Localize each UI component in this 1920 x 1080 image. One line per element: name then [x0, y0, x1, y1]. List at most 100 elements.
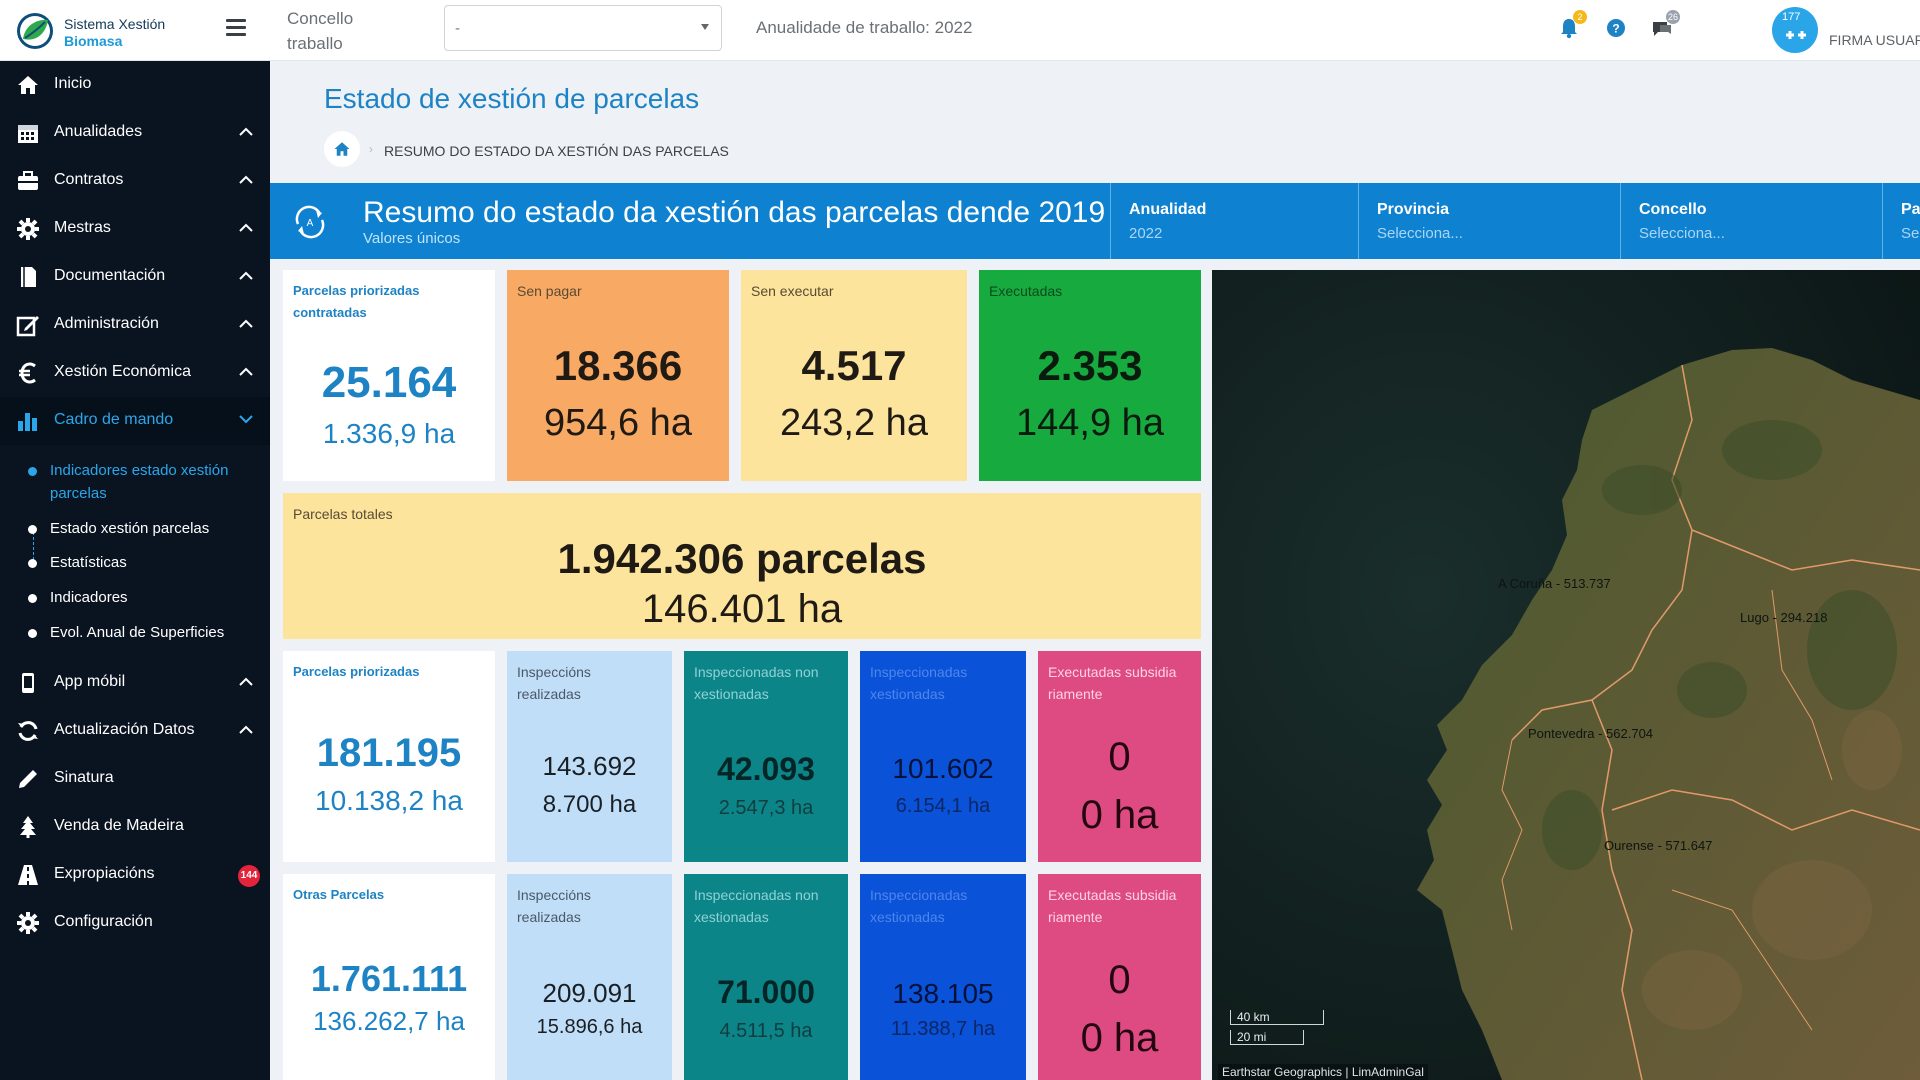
tile-area: 136.262,7 ha — [313, 1006, 465, 1036]
chevron-up-icon — [239, 319, 253, 328]
map-scale-km: 40 km — [1230, 1010, 1324, 1025]
concello-select[interactable]: - — [444, 5, 722, 51]
chevron-up-icon — [239, 175, 253, 184]
filter-anualidad[interactable]: Anualidad 2022 — [1110, 183, 1358, 259]
gear-icon — [17, 218, 39, 240]
chevron-up-icon — [239, 271, 253, 280]
tile-sen-executar: Sen executar 4.517 243,2 ha — [741, 270, 967, 481]
tile-label: Executadas subsidia riamente — [1048, 664, 1177, 702]
briefcase-icon — [18, 171, 38, 190]
rotate-icon: A — [295, 205, 325, 239]
sidebar-item-expropiacions[interactable]: Expropiacións 144 — [0, 851, 270, 899]
caret-down-icon — [701, 24, 709, 30]
tile-label: Inspeccionadas non xestionadas — [694, 887, 819, 925]
user-avatar[interactable]: 177 — [1772, 7, 1818, 53]
tile-otras-parcelas: Otras Parcelas 1.761.111 136.262,7 ha — [283, 874, 495, 1080]
tile-area: 243,2 ha — [780, 402, 928, 444]
tile-label: Executadas — [989, 283, 1063, 299]
sidebar-item-label: Expropiacións — [54, 865, 155, 882]
map-view[interactable]: A Coruña - 513.737 Lugo - 294.218 Pontev… — [1212, 270, 1920, 1080]
chevron-up-icon — [239, 677, 253, 686]
sidebar-item-label: Administración — [54, 315, 159, 332]
tile-label: Inspeccionadas non xestionadas — [694, 664, 819, 702]
tile-area: 1.336,9 ha — [322, 418, 456, 449]
pen-icon — [19, 770, 37, 788]
filter-label: Par — [1901, 201, 1920, 218]
submenu-item-evol-anual[interactable]: Evol. Anual de Superficies — [28, 621, 268, 647]
sidebar-item-app-mobil[interactable]: App móbil — [0, 659, 270, 707]
filter-value: 2022 — [1129, 225, 1163, 242]
submenu-item-label: Evol. Anual de Superficies — [50, 624, 225, 641]
sidebar-item-label: Documentación — [54, 267, 166, 284]
menu-toggle-button[interactable] — [224, 17, 248, 39]
banner-title: Resumo do estado da xestión das parcelas… — [363, 196, 1106, 229]
tile-area: 10.138,2 ha — [315, 785, 463, 816]
tile-label: Otras Parcelas — [293, 887, 385, 902]
sidebar-item-actualizacion-datos[interactable]: Actualización Datos — [0, 707, 270, 755]
top-bar: Sistema Xestión Biomasa Concello traball… — [0, 0, 1920, 61]
tile-priorizadas-subsidiariamente: Executadas subsidia riamente 0 0 ha — [1038, 651, 1201, 862]
sidebar-item-label: Contratos — [54, 171, 124, 188]
tree-icon — [20, 816, 36, 838]
sidebar-item-anualidades[interactable]: Anualidades — [0, 109, 270, 157]
anualidade-label: Anualidade de traballo: 2022 — [756, 18, 973, 37]
submenu-item-indicadores-estado[interactable]: Indicadores estado xestión parcelas — [28, 459, 268, 507]
breadcrumb-home-button[interactable] — [324, 131, 360, 167]
tile-area: 2.547,3 ha — [718, 797, 814, 819]
tile-area: 954,6 ha — [544, 402, 692, 444]
tile-value: 18.366 — [553, 342, 683, 389]
tile-area: 8.700 ha — [542, 791, 637, 818]
sidebar-item-label: App móbil — [54, 673, 126, 690]
sidebar-item-label: Inicio — [54, 75, 92, 92]
sidebar-item-label: Sinatura — [54, 769, 114, 786]
filter-parcela[interactable]: Par Sel — [1882, 183, 1920, 259]
sidebar-item-inicio[interactable]: Inicio — [0, 61, 270, 109]
tile-area: 11.388,7 ha — [890, 1018, 996, 1040]
sidebar-item-contratos[interactable]: Contratos — [0, 157, 270, 205]
submenu-item-label: Indicadores — [50, 589, 128, 606]
tile-label: Sen pagar — [517, 283, 582, 299]
euro-icon — [19, 362, 36, 384]
tile-value: 1.761.111 — [310, 958, 468, 999]
messages-button[interactable]: 26 — [1648, 10, 1680, 42]
chevron-up-icon — [239, 367, 253, 376]
notifications-button[interactable]: 2 — [1555, 10, 1587, 42]
sidebar-item-documentacion[interactable]: Documentación — [0, 253, 270, 301]
user-name: FIRMA USUAR — [1829, 32, 1920, 48]
filter-label: Anualidad — [1129, 201, 1207, 218]
sidebar-item-configuracion[interactable]: Configuración — [0, 899, 270, 947]
tile-value: 138.105 — [892, 978, 994, 1009]
tile-value: 71.000 — [717, 974, 815, 1010]
tile-priorizadas-inspeccions: Inspeccións realizadas 143.692 8.700 ha — [507, 651, 672, 862]
sidebar-item-sinatura[interactable]: Sinatura — [0, 755, 270, 803]
sidebar-item-xestion-economica[interactable]: Xestión Económica — [0, 349, 270, 397]
road-icon — [18, 865, 38, 885]
tile-area: 4.511,5 ha — [719, 1020, 813, 1042]
brand[interactable]: Sistema Xestión Biomasa — [15, 11, 255, 51]
sidebar: Inicio Anualidades Contratos Mestras Doc… — [0, 61, 270, 1080]
avatar-count: 177 — [1782, 11, 1801, 23]
tile-otras-inspeccions: Inspeccións realizadas 209.091 15.896,6 … — [507, 874, 672, 1080]
map-label-pontevedra: Pontevedra - 562.704 — [1528, 726, 1654, 741]
sidebar-item-administracion[interactable]: Administración — [0, 301, 270, 349]
filter-concello[interactable]: Concello Selecciona... — [1620, 183, 1882, 259]
sidebar-item-venda-madeira[interactable]: Venda de Madeira — [0, 803, 270, 851]
concello-label: Concello traballo — [287, 9, 354, 53]
bullet-icon — [28, 594, 37, 603]
sidebar-item-mestras[interactable]: Mestras — [0, 205, 270, 253]
sidebar-item-cadro-de-mando[interactable]: Cadro de mando — [0, 397, 270, 445]
filter-provincia[interactable]: Provincia Selecciona... — [1358, 183, 1620, 259]
satellite-map — [1212, 270, 1920, 1080]
refresh-icon — [18, 721, 38, 741]
calendar-icon — [18, 125, 38, 143]
filter-value: Selecciona... — [1377, 225, 1463, 242]
submenu-item-estado-xestion[interactable]: Estado xestión parcelas — [28, 517, 268, 543]
tile-area: 146.401 ha — [641, 587, 843, 631]
submenu-item-indicadores[interactable]: Indicadores — [28, 586, 268, 612]
help-button[interactable]: ? — [1602, 14, 1630, 42]
tile-value: 2.353 — [1037, 342, 1143, 389]
submenu-guide-line — [33, 527, 34, 565]
tile-value: 42.093 — [717, 751, 815, 787]
submenu-item-estatisticas[interactable]: Estatísticas — [28, 551, 268, 577]
